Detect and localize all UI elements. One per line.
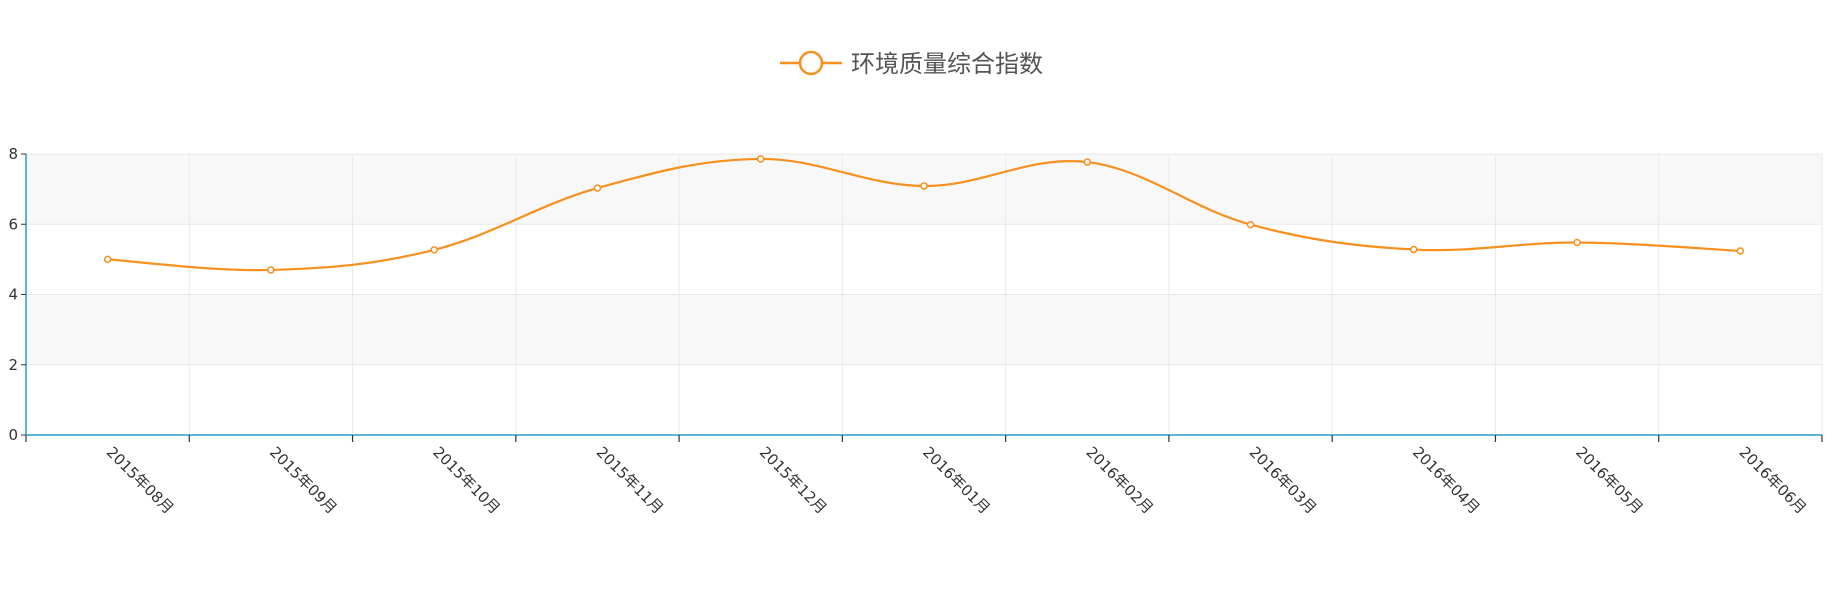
x-tick-label: 2016年04月 xyxy=(1409,443,1483,517)
data-point xyxy=(267,266,275,274)
data-point xyxy=(1246,220,1255,229)
data-point xyxy=(756,155,765,163)
y-tick-label: 0 xyxy=(8,426,18,444)
legend-circle-marker xyxy=(798,50,824,76)
y-tick-label: 6 xyxy=(8,215,18,233)
x-tick-label: 2015年12月 xyxy=(756,443,830,517)
x-tick-label: 2016年01月 xyxy=(919,443,993,517)
x-tick-label: 2016年05月 xyxy=(1572,443,1646,517)
legend-label: 环境质量综合指数 xyxy=(851,50,1043,78)
data-point xyxy=(1573,238,1581,247)
x-tick-label: 2016年06月 xyxy=(1736,443,1810,517)
grid-band xyxy=(26,294,1822,365)
y-tick-label: 4 xyxy=(8,286,18,304)
data-point xyxy=(103,255,112,264)
x-tick-label: 2015年09月 xyxy=(266,443,340,517)
data-point xyxy=(430,246,438,254)
data-point xyxy=(1410,245,1418,254)
data-point xyxy=(593,184,602,192)
x-tick-label: 2016年02月 xyxy=(1082,443,1156,517)
plot-area: 0 2 4 6 8 2015年08月 2015年09月 2015年10月 2015年11月 201… xyxy=(8,145,1823,518)
data-point xyxy=(920,182,928,190)
x-tick-label: 2016年03月 xyxy=(1246,443,1320,517)
x-tick-label: 2015年08月 xyxy=(103,443,177,517)
data-point xyxy=(1083,158,1092,166)
chart-legend[interactable]: 环境质量综合指数 xyxy=(780,50,1043,78)
y-tick-label: 2 xyxy=(8,356,18,374)
y-tick-label: 8 xyxy=(8,145,18,163)
x-tick-label: 2015年11月 xyxy=(593,443,667,517)
data-point xyxy=(1736,247,1745,255)
x-tick-label: 2015年10月 xyxy=(429,443,503,517)
